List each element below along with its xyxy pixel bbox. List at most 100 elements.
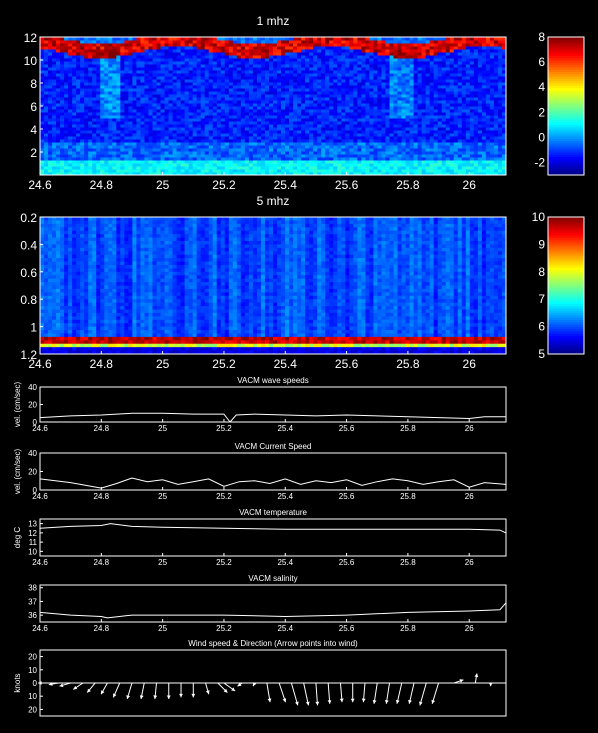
heatmap-cell (397, 55, 403, 59)
heatmap-cell (341, 91, 346, 95)
heatmap-cell (377, 160, 382, 164)
heatmap-cell (441, 67, 447, 71)
heatmap-cell (84, 145, 89, 149)
heatmap-cell (337, 64, 342, 68)
heatmap-cell (268, 154, 274, 158)
heatmap-cell (297, 97, 302, 101)
heatmap-cell (172, 109, 178, 113)
heatmap-cell (196, 118, 202, 122)
heatmap-cell (176, 148, 182, 152)
heatmap-cell (381, 133, 386, 137)
heatmap-cell (140, 127, 145, 131)
heatmap-cell (44, 94, 49, 98)
heatmap-cell (184, 136, 190, 140)
heatmap-cell (144, 121, 149, 125)
heatmap-cell (60, 172, 65, 176)
heatmap-cell (208, 37, 214, 41)
heatmap-cell (176, 70, 182, 74)
heatmap-cell (220, 79, 226, 83)
heatmap-cell (84, 121, 89, 125)
heatmap-cell (273, 172, 278, 176)
heatmap-cell (421, 94, 427, 98)
heatmap-cell (337, 55, 342, 59)
heatmap-cell (345, 76, 350, 80)
heatmap-cell (393, 85, 399, 89)
heatmap-cell (333, 70, 338, 74)
heatmap-cell (293, 169, 298, 173)
heatmap-cell (413, 76, 419, 80)
heatmap-cell (48, 127, 53, 131)
heatmap-cell (349, 115, 354, 119)
heatmap-cell (357, 166, 362, 170)
heatmap-cell (273, 70, 278, 74)
heatmap-cell (192, 130, 198, 134)
heatmap-cell (405, 52, 411, 56)
heatmap-cell (180, 109, 186, 113)
heatmap-cell (208, 40, 214, 44)
heatmap-cell (297, 130, 302, 134)
heatmap-cell (216, 79, 222, 83)
heatmap-cell (56, 148, 61, 152)
heatmap-cell (297, 55, 302, 59)
heatmap-cell (433, 70, 439, 74)
heatmap-cell (92, 37, 97, 41)
heatmap-cell (260, 76, 266, 80)
heatmap-cell (188, 58, 194, 62)
heatmap-cell (244, 133, 250, 137)
heatmap-cell (108, 136, 113, 140)
heatmap-cell (72, 145, 77, 149)
heatmap-cell (200, 46, 206, 50)
heatmap-cell (108, 106, 113, 110)
heatmap-cell (369, 127, 374, 131)
heatmap-cell (60, 112, 65, 116)
heatmap-cell (385, 142, 390, 146)
heatmap-cell (393, 172, 399, 176)
heatmap-cell (132, 121, 137, 125)
heatmap-cell (341, 82, 346, 86)
heatmap-cell (357, 52, 362, 56)
heatmap-cell (56, 151, 61, 155)
heatmap-cell (369, 151, 374, 155)
heatmap-cell (421, 160, 427, 164)
heatmap-cell (248, 97, 254, 101)
heatmap-cell (268, 76, 274, 80)
heatmap-cell (293, 55, 298, 59)
heatmap-cell (365, 127, 370, 131)
heatmap-cell (345, 79, 350, 83)
heatmap-cell (172, 130, 178, 134)
heatmap-cell (44, 118, 49, 122)
heatmap-cell (156, 46, 162, 50)
heatmap-cell (285, 112, 290, 116)
heatmap-cell (329, 61, 334, 65)
heatmap-cell (64, 91, 69, 95)
heatmap-cell (200, 43, 206, 47)
heatmap-cell (381, 166, 386, 170)
heatmap-cell (277, 70, 282, 74)
heatmap-cell (281, 118, 286, 122)
heatmap-cell (136, 94, 141, 98)
heatmap-cell (268, 88, 274, 92)
heatmap-cell (184, 52, 190, 56)
heatmap-cell (204, 103, 210, 107)
heatmap-cell (76, 91, 81, 95)
heatmap-cell (248, 154, 254, 158)
heatmap-cell (120, 124, 125, 128)
heatmap-cell (397, 121, 403, 125)
heatmap-cell (389, 76, 395, 80)
heatmap-cell (433, 43, 439, 47)
heatmap-cell (252, 76, 258, 80)
heatmap-cell (461, 40, 467, 44)
heatmap-cell (244, 67, 250, 71)
heatmap-cell (216, 109, 222, 113)
heatmap-cell (425, 169, 431, 173)
heatmap-cell (216, 85, 222, 89)
heatmap-cell (281, 82, 286, 86)
heatmap-cell (48, 55, 53, 59)
heatmap-cell (445, 37, 451, 41)
heatmap-cell (208, 61, 214, 65)
heatmap-cell (457, 103, 463, 107)
heatmap-cell (140, 94, 145, 98)
heatmap-cell (68, 139, 73, 143)
heatmap-cell (449, 52, 455, 56)
heatmap-cell (409, 55, 415, 59)
